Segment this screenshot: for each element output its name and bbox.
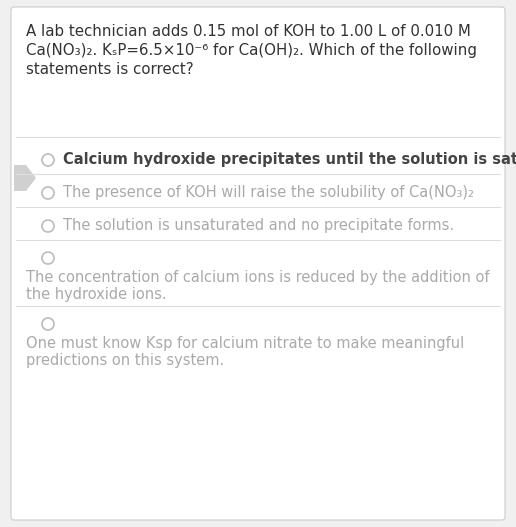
Text: statements is correct?: statements is correct?	[26, 62, 194, 77]
Text: Calcium hydroxide precipitates until the solution is saturated.: Calcium hydroxide precipitates until the…	[63, 152, 516, 167]
FancyBboxPatch shape	[11, 7, 505, 520]
Polygon shape	[14, 165, 36, 191]
Text: The presence of KOH will raise the solubility of Ca(NO₃)₂: The presence of KOH will raise the solub…	[63, 185, 474, 200]
Text: The concentration of calcium ions is reduced by the addition of: The concentration of calcium ions is red…	[26, 270, 490, 285]
Text: One must know Ksp for calcium nitrate to make meaningful: One must know Ksp for calcium nitrate to…	[26, 336, 464, 351]
Text: The solution is unsaturated and no precipitate forms.: The solution is unsaturated and no preci…	[63, 218, 454, 233]
Text: A lab technician adds 0.15 mol of KOH to 1.00 L of 0.010 M: A lab technician adds 0.15 mol of KOH to…	[26, 24, 471, 39]
Text: Ca(NO₃)₂. KₛP=6.5×10⁻⁶ for Ca(OH)₂. Which of the following: Ca(NO₃)₂. KₛP=6.5×10⁻⁶ for Ca(OH)₂. Whic…	[26, 43, 477, 58]
Text: the hydroxide ions.: the hydroxide ions.	[26, 287, 167, 302]
Text: predictions on this system.: predictions on this system.	[26, 353, 224, 368]
